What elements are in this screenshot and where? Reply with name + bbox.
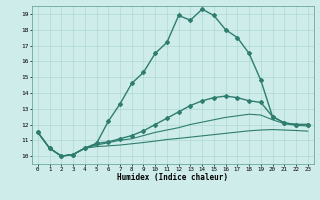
- X-axis label: Humidex (Indice chaleur): Humidex (Indice chaleur): [117, 173, 228, 182]
